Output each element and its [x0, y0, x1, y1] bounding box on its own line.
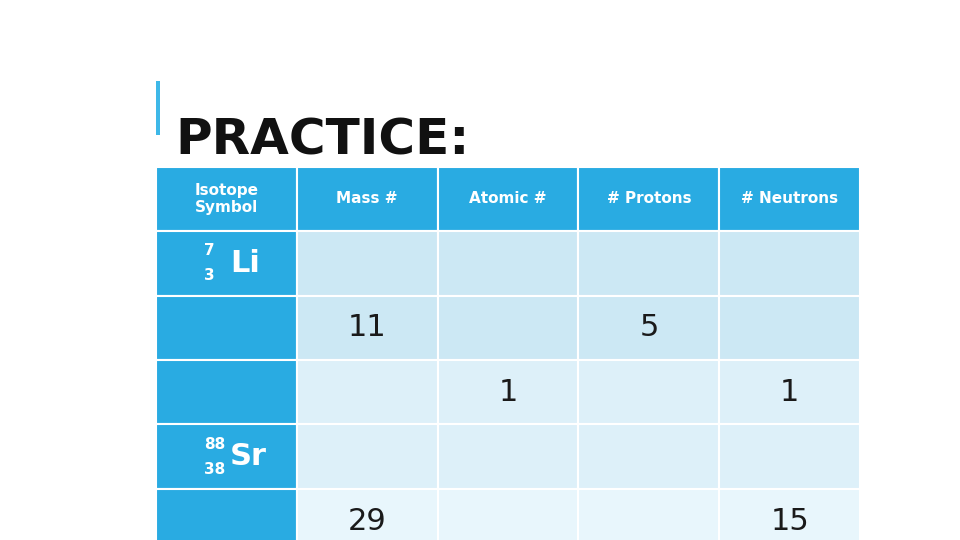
- Bar: [579, 489, 719, 540]
- Bar: [719, 489, 860, 540]
- Bar: [579, 360, 719, 424]
- Text: 29: 29: [348, 507, 387, 536]
- Bar: [156, 489, 297, 540]
- Bar: [579, 231, 719, 295]
- Bar: [156, 424, 297, 489]
- Text: 1: 1: [498, 378, 517, 407]
- Bar: [156, 167, 297, 231]
- Text: 11: 11: [348, 313, 387, 342]
- Bar: [719, 295, 860, 360]
- Bar: [719, 231, 860, 295]
- Bar: [156, 231, 297, 295]
- Text: 38: 38: [204, 462, 225, 477]
- Bar: [156, 295, 297, 360]
- Bar: [438, 424, 579, 489]
- Text: Atomic #: Atomic #: [469, 191, 547, 206]
- Bar: [579, 424, 719, 489]
- Text: Isotope
Symbol: Isotope Symbol: [194, 183, 258, 215]
- Bar: [156, 82, 160, 136]
- Bar: [297, 167, 438, 231]
- Bar: [438, 167, 579, 231]
- Text: 88: 88: [204, 437, 225, 451]
- Text: Sr: Sr: [229, 442, 267, 471]
- Text: 7: 7: [204, 244, 214, 258]
- Bar: [438, 489, 579, 540]
- Bar: [297, 231, 438, 295]
- Bar: [297, 489, 438, 540]
- Bar: [719, 167, 860, 231]
- Bar: [297, 424, 438, 489]
- Bar: [438, 295, 579, 360]
- Bar: [438, 360, 579, 424]
- Text: Mass #: Mass #: [336, 191, 397, 206]
- Bar: [579, 295, 719, 360]
- Bar: [438, 231, 579, 295]
- Text: PRACTICE:: PRACTICE:: [176, 117, 470, 165]
- Text: # Protons: # Protons: [607, 191, 691, 206]
- Text: 1: 1: [780, 378, 800, 407]
- Text: 5: 5: [639, 313, 659, 342]
- Bar: [297, 360, 438, 424]
- Text: 3: 3: [204, 268, 214, 284]
- Bar: [297, 295, 438, 360]
- Text: Li: Li: [229, 249, 260, 278]
- Text: 15: 15: [771, 507, 809, 536]
- Bar: [719, 360, 860, 424]
- Bar: [156, 360, 297, 424]
- Bar: [579, 167, 719, 231]
- Bar: [719, 424, 860, 489]
- Text: # Neutrons: # Neutrons: [741, 191, 838, 206]
